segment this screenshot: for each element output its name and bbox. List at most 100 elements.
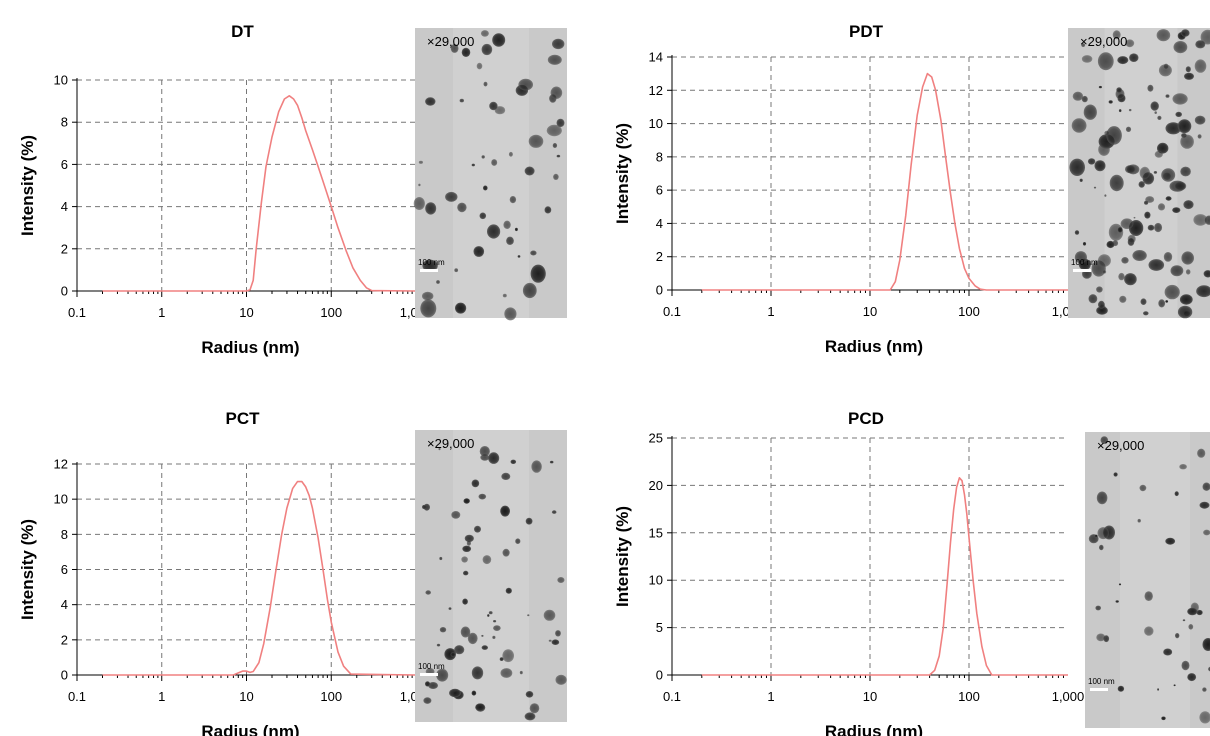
particle [1175,111,1182,117]
particle [1177,305,1193,319]
particle [428,682,438,689]
particle [1129,53,1139,62]
particle [492,635,496,640]
y-tick-label: 4 [61,597,68,612]
particle [481,155,485,159]
particle [1184,72,1194,80]
x-tick-label: 0.1 [68,689,86,704]
particle [502,293,507,298]
particle [1158,64,1172,77]
particle [518,78,533,91]
particle [517,255,521,258]
particle [1175,633,1180,639]
particle [1144,211,1151,219]
particle [1163,252,1173,262]
particle [1108,100,1113,104]
particle [1082,242,1087,246]
y-tick-label: 10 [54,492,68,507]
particle [1097,254,1111,267]
x-tick-label: 0.1 [663,689,681,704]
particle [1096,491,1108,505]
particle [1119,295,1127,303]
particle [548,639,552,642]
particle [1094,160,1106,172]
particle [547,54,562,65]
particle [1173,684,1176,687]
particle [462,598,468,605]
y-tick-label: 0 [61,284,68,299]
particle [1140,298,1147,306]
particle [483,185,488,191]
x-axis-label: Radius (nm) [201,338,299,357]
particle [1139,166,1151,179]
magnification-label: ×29,000 [427,436,474,451]
particle [425,681,430,687]
particle [1106,240,1115,249]
particle [461,47,471,58]
particle [462,545,472,552]
particle [551,639,560,645]
particle [1071,118,1087,133]
particle [488,452,500,464]
y-tick-label: 8 [656,149,663,164]
particle [448,607,452,610]
particle [503,220,511,229]
particle [481,43,493,56]
particle [1117,56,1129,65]
particle [1125,126,1132,132]
particle [436,668,449,682]
particle [471,479,480,488]
particle [1097,527,1109,540]
y-tick-label: 15 [649,525,663,540]
particle [1125,165,1136,174]
particle [1099,544,1104,551]
particle [481,634,484,637]
particle [505,587,512,594]
particle [1074,251,1087,264]
particle [471,666,484,680]
particle [1174,491,1179,497]
particle [553,173,559,180]
particle [1154,111,1157,114]
particle [466,540,471,546]
x-tick-label: 10 [239,689,253,704]
particle [1179,294,1193,305]
particle [481,645,488,650]
particle [1161,716,1166,721]
y-tick-label: 12 [649,83,663,98]
series-line-pct [102,480,417,676]
particle [500,668,513,678]
particle [1185,66,1191,73]
y-tick-label: 0 [656,283,663,298]
particle [1116,87,1122,93]
particle [1147,224,1155,231]
particle [1072,91,1084,101]
particle [1081,55,1093,63]
particle [454,268,459,273]
particle [1199,501,1210,509]
particle [422,291,434,301]
particle [530,250,537,256]
particle [1163,648,1173,656]
particle [461,556,468,563]
particle [522,282,537,299]
x-tick-label: 100 [958,689,980,704]
particle [530,264,546,283]
particle [483,81,488,87]
y-tick-label: 5 [656,620,663,635]
particle [1195,40,1206,49]
particle [1185,269,1191,275]
particle [1087,158,1096,165]
y-tick-label: 2 [61,241,68,256]
particle [1137,518,1141,523]
particle [502,548,510,557]
particle [514,227,518,232]
particle [527,614,530,617]
particle [1109,174,1124,192]
particle [546,124,562,137]
particle [1165,300,1169,303]
x-tick-label: 1,000 [1052,689,1085,704]
x-tick-label: 10 [863,689,877,704]
